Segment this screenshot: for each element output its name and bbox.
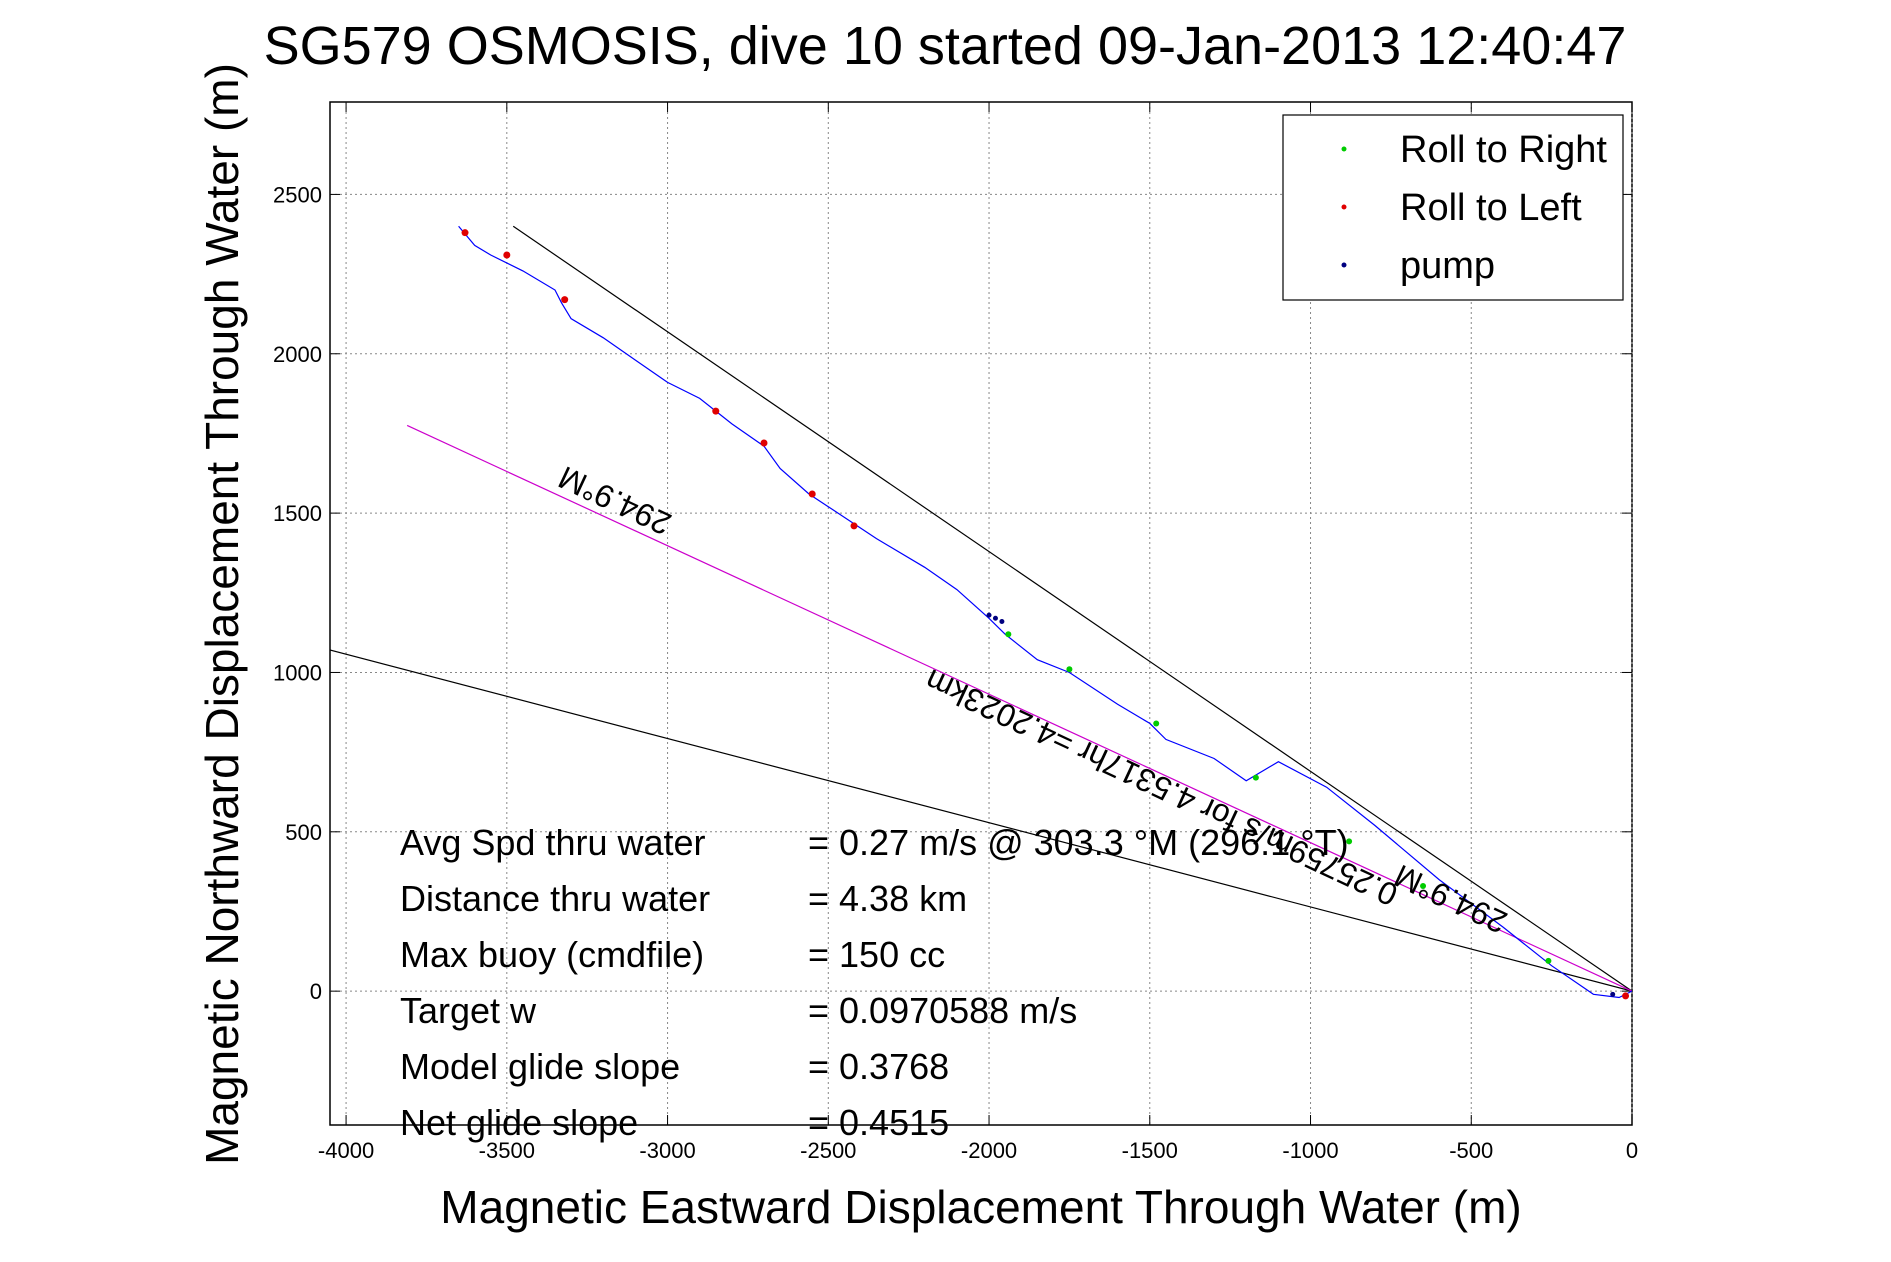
roll-left-point [808,490,816,498]
legend-label: pump [1400,245,1495,287]
pump-point [999,618,1005,624]
x-tick-label: -1000 [1282,1138,1338,1163]
roll-right-point [1066,666,1073,673]
roll-right-point [1346,838,1353,845]
y-axis-label: Magnetic Northward Displacement Through … [196,63,248,1165]
roll-right-point [1420,882,1427,889]
chart-title: SG579 OSMOSIS, dive 10 started 09-Jan-20… [264,16,1627,76]
glider-track [458,225,1633,999]
legend-marker [1341,204,1347,210]
x-tick-label: -2500 [800,1138,856,1163]
legend-label: Roll to Right [1400,129,1607,171]
roll-right-point [1545,957,1552,964]
stats-panel: Avg Spd thru water = 0.27 m/s @ 303.3 °M … [400,822,1349,1143]
reference-line-net-track [406,424,1632,992]
roll-right-point [1252,774,1259,781]
roll-right-point [1153,720,1160,727]
pump-point [1610,991,1616,997]
y-tick-label: 500 [285,820,322,845]
stat-label: Distance thru water [400,878,710,919]
roll-left-point [561,296,569,304]
stat-label: Max buoy (cmdfile) [400,934,704,975]
x-axis-ticks: -4000 -3500 -3000 -2500 -2000 -1500 -1000 -500 0 [318,102,1638,1163]
x-tick-label: -3500 [479,1138,535,1163]
legend-box [1282,114,1624,301]
roll-left-point [503,251,511,259]
stat-value: = 150 cc [808,934,945,975]
x-tick-label: 0 [1626,1138,1638,1163]
legend: Roll to Right Roll to Left pump [1282,114,1624,301]
reference-line-upper-bound [512,225,1632,992]
x-tick-label: -4000 [318,1138,374,1163]
stat-label: Avg Spd thru water [400,822,706,863]
reference-line-lower-bound [330,649,1632,992]
stat-value: = 0.27 m/s @ 303.3 °M (296.1 °T) [808,822,1349,863]
x-axis-label: Magnetic Eastward Displacement Through W… [440,1181,1521,1233]
roll-left-point [760,439,768,447]
roll-left-point [712,407,720,415]
y-tick-label: 2500 [273,182,322,207]
grid [330,102,1633,1125]
y-tick-label: 1000 [273,660,322,685]
legend-marker [1341,146,1347,152]
y-axis-ticks: 0 500 1000 1500 2000 2500 [273,182,1632,1004]
legend-label: Roll to Left [1400,187,1582,229]
stat-label: Net glide slope [400,1102,638,1143]
x-tick-label: -1500 [1122,1138,1178,1163]
stat-label: Model glide slope [400,1046,680,1087]
stat-value: = 4.38 km [808,878,967,919]
y-tick-label: 0 [310,979,322,1004]
pump-point [986,612,992,618]
x-tick-label: -3000 [639,1138,695,1163]
stat-value: = 0.4515 [808,1102,949,1143]
markers [461,229,1630,1000]
y-tick-label: 1500 [273,501,322,526]
legend-marker [1341,262,1347,268]
pump-point [992,615,998,621]
stat-value: = 0.3768 [808,1046,949,1087]
roll-left-point [1622,992,1630,1000]
roll-right-point [1005,631,1012,638]
x-tick-label: -500 [1449,1138,1493,1163]
y-tick-label: 2000 [273,342,322,367]
roll-left-point [461,229,469,237]
stat-value: = 0.0970588 m/s [808,990,1077,1031]
reference-lines [330,225,1632,992]
roll-left-point [850,522,858,530]
x-tick-label: -2000 [961,1138,1017,1163]
stat-label: Target w [400,990,537,1031]
